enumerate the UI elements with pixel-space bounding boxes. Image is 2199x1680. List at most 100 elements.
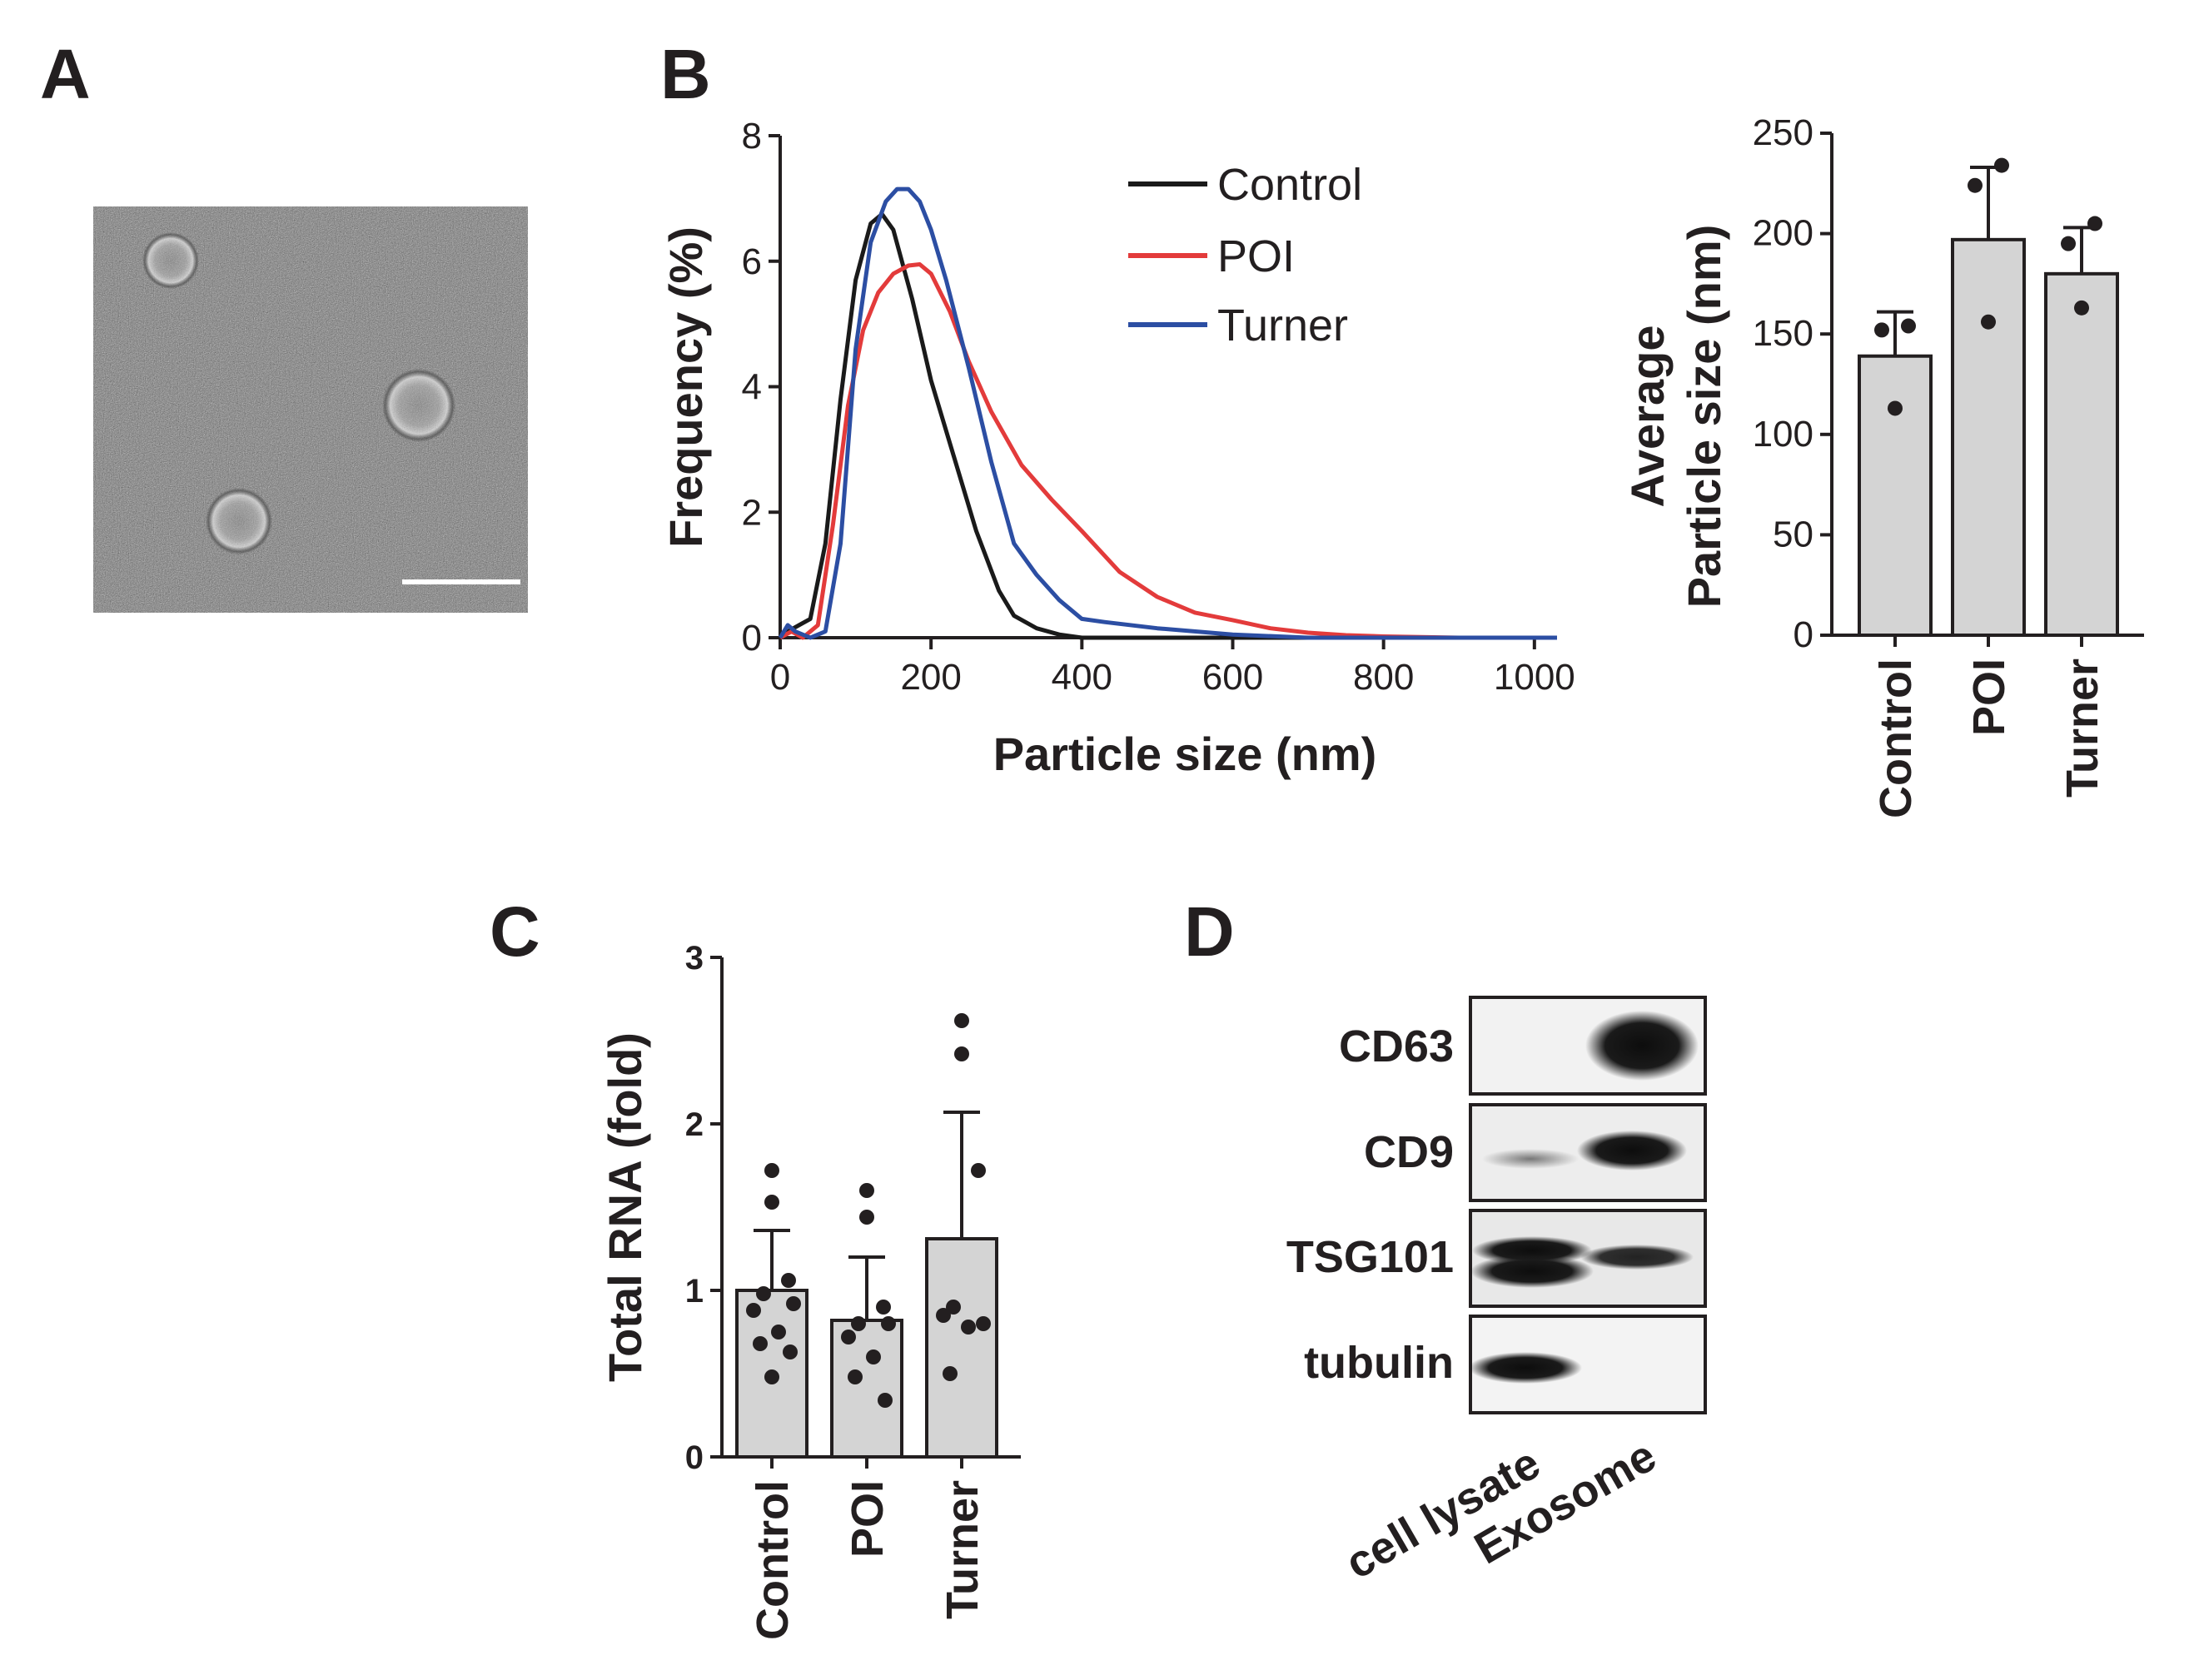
data-point — [878, 1393, 893, 1408]
y-axis-label-line1: Average — [1621, 326, 1674, 508]
data-point — [1874, 322, 1889, 338]
blot-row-label: CD63 — [1339, 1021, 1454, 1071]
data-point — [848, 1369, 863, 1384]
y-tick-label: 8 — [742, 116, 762, 157]
average-size-bar-chart: 0 50 100 150 200 250 Control POI Turner Average… — [1621, 112, 2144, 818]
category-label: Control — [748, 1480, 798, 1640]
data-point — [841, 1330, 856, 1344]
panel-label-d: D — [1184, 892, 1235, 971]
y-tick-label: 50 — [1773, 514, 1813, 554]
vesicle — [206, 488, 272, 554]
y-axis-label: Total RNA (fold) — [599, 1032, 651, 1382]
data-point — [764, 1163, 779, 1178]
data-point — [866, 1349, 881, 1364]
y-tick-label: 4 — [742, 367, 762, 408]
panel-label-a: A — [40, 35, 91, 113]
series-line-turner — [778, 186, 1557, 640]
data-point — [881, 1316, 896, 1331]
series-line-poi — [779, 262, 1557, 640]
panel-label-b: B — [660, 35, 711, 113]
data-point — [936, 1308, 951, 1323]
data-point — [756, 1286, 771, 1301]
series-line-control — [779, 211, 1557, 640]
y-tick-label: 150 — [1753, 313, 1813, 354]
data-point — [781, 1273, 796, 1288]
bar-poi — [1951, 237, 2026, 637]
y-axis-label: Frequency (%) — [659, 226, 712, 548]
data-point — [2087, 216, 2102, 231]
blot-row-label: TSG101 — [1286, 1232, 1454, 1282]
data-point — [753, 1336, 768, 1351]
y-tick-label: 2 — [742, 492, 762, 533]
data-point — [859, 1183, 874, 1198]
y-tick-label: 200 — [1753, 213, 1813, 254]
y-tick-label: 100 — [1753, 414, 1813, 455]
scale-bar — [402, 579, 520, 584]
panel-label-c: C — [490, 892, 540, 971]
category-label: POI — [843, 1480, 893, 1558]
band-cd9-cell-lysate — [1482, 1149, 1579, 1169]
data-point — [961, 1320, 976, 1335]
data-point — [946, 1300, 961, 1315]
data-point — [1981, 314, 1996, 330]
legend: Control POI Turner — [1128, 160, 1362, 350]
x-tick-label: 200 — [900, 657, 961, 698]
band-tubulin-cell-lysate — [1469, 1352, 1582, 1384]
y-tick-label: 250 — [1753, 112, 1813, 153]
data-point — [943, 1366, 958, 1381]
total-rna-bar-chart: 0 1 2 3 Control POI Turner Total RNA (fold) — [599, 940, 1021, 1640]
legend-label-poi: POI — [1217, 231, 1295, 281]
band-tsg101-cell-lysate-lower — [1470, 1255, 1594, 1288]
blot-row-label: tubulin — [1304, 1338, 1454, 1388]
data-point — [971, 1163, 986, 1178]
data-point — [786, 1296, 801, 1311]
category-label: Control — [1871, 659, 1921, 818]
data-point — [954, 1046, 969, 1061]
data-point — [859, 1210, 874, 1225]
y-tick-label: 0 — [742, 618, 762, 659]
data-point — [851, 1316, 866, 1331]
x-tick-label: 0 — [770, 657, 790, 698]
x-tick-label: 600 — [1202, 657, 1263, 698]
x-tick-label: 800 — [1353, 657, 1414, 698]
data-point — [746, 1303, 761, 1318]
western-blot: CD63 CD9 TSG101 tubulin cell lysate Exos… — [1286, 996, 1707, 1588]
data-point — [876, 1300, 891, 1315]
band-cd9-exosome — [1577, 1131, 1687, 1171]
data-point — [976, 1316, 991, 1331]
blot-row-label: CD9 — [1364, 1127, 1454, 1177]
bar-turner — [2044, 271, 2119, 637]
frequency-line-chart: 0 2 4 6 8 0 200 400 600 800 1000 Particle size (n… — [659, 116, 1575, 780]
legend-label-control: Control — [1217, 160, 1362, 210]
data-point — [1968, 177, 1983, 193]
y-tick-label: 0 — [1794, 614, 1813, 655]
y-axis-label-line2: Particle size (nm) — [1678, 225, 1730, 609]
band-tsg101-exosome — [1580, 1245, 1694, 1270]
data-point — [764, 1369, 779, 1384]
y-tick-label: 6 — [742, 241, 762, 282]
data-point — [2061, 236, 2076, 251]
data-point — [783, 1344, 798, 1359]
y-tick-label: 3 — [685, 940, 704, 977]
category-label: POI — [1964, 659, 2014, 736]
data-point — [2074, 300, 2089, 316]
data-point — [771, 1325, 786, 1340]
y-tick-label: 0 — [685, 1439, 704, 1476]
vesicle — [142, 232, 199, 289]
x-axis-label: Particle size (nm) — [993, 728, 1377, 780]
vesicle — [382, 369, 455, 442]
category-label: Turner — [938, 1480, 988, 1619]
micrograph — [93, 206, 528, 613]
y-tick-label: 1 — [685, 1273, 704, 1310]
data-point — [1901, 318, 1916, 334]
bar-turner — [925, 1237, 998, 1459]
data-point — [1994, 157, 2009, 173]
x-tick-label: 1000 — [1494, 657, 1575, 698]
band-cd63-exosome — [1585, 1011, 1699, 1081]
data-point — [954, 1013, 969, 1028]
data-point — [1888, 400, 1903, 416]
category-label: Turner — [2057, 659, 2107, 798]
x-tick-label: 400 — [1052, 657, 1112, 698]
bar-control — [1858, 354, 1933, 637]
